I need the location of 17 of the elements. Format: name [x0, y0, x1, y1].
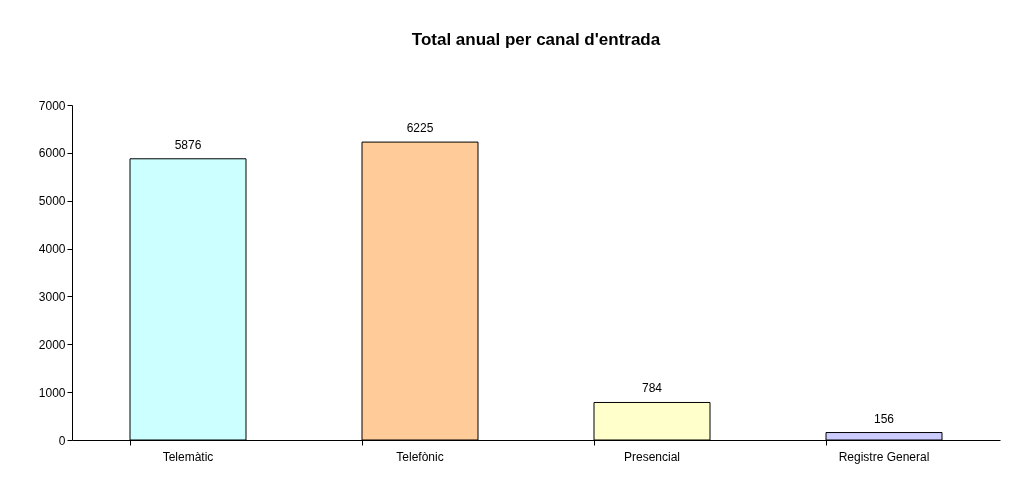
x-tick-label: Telemàtic [162, 449, 214, 464]
y-tick-label: 6000 [38, 146, 66, 161]
y-tick-label: 0 [58, 433, 66, 448]
y-tick-label: 2000 [38, 337, 66, 352]
y-tick-label: 4000 [38, 242, 66, 257]
chart-title: Total anual per canal d'entrada [411, 30, 661, 49]
x-tick-label: Registre General [838, 449, 930, 464]
y-tick-label: 7000 [38, 98, 66, 113]
data-label: 5876 [174, 137, 202, 152]
x-tick-label: Presencial [623, 449, 681, 464]
data-label: 156 [873, 411, 895, 426]
y-tick-label: 5000 [38, 194, 66, 209]
y-tick-label: 1000 [38, 385, 66, 400]
data-label: 784 [641, 381, 663, 396]
y-tick-label: 3000 [38, 289, 66, 304]
x-tick-label: Telefònic [396, 449, 444, 464]
data-label: 6225 [406, 121, 434, 136]
